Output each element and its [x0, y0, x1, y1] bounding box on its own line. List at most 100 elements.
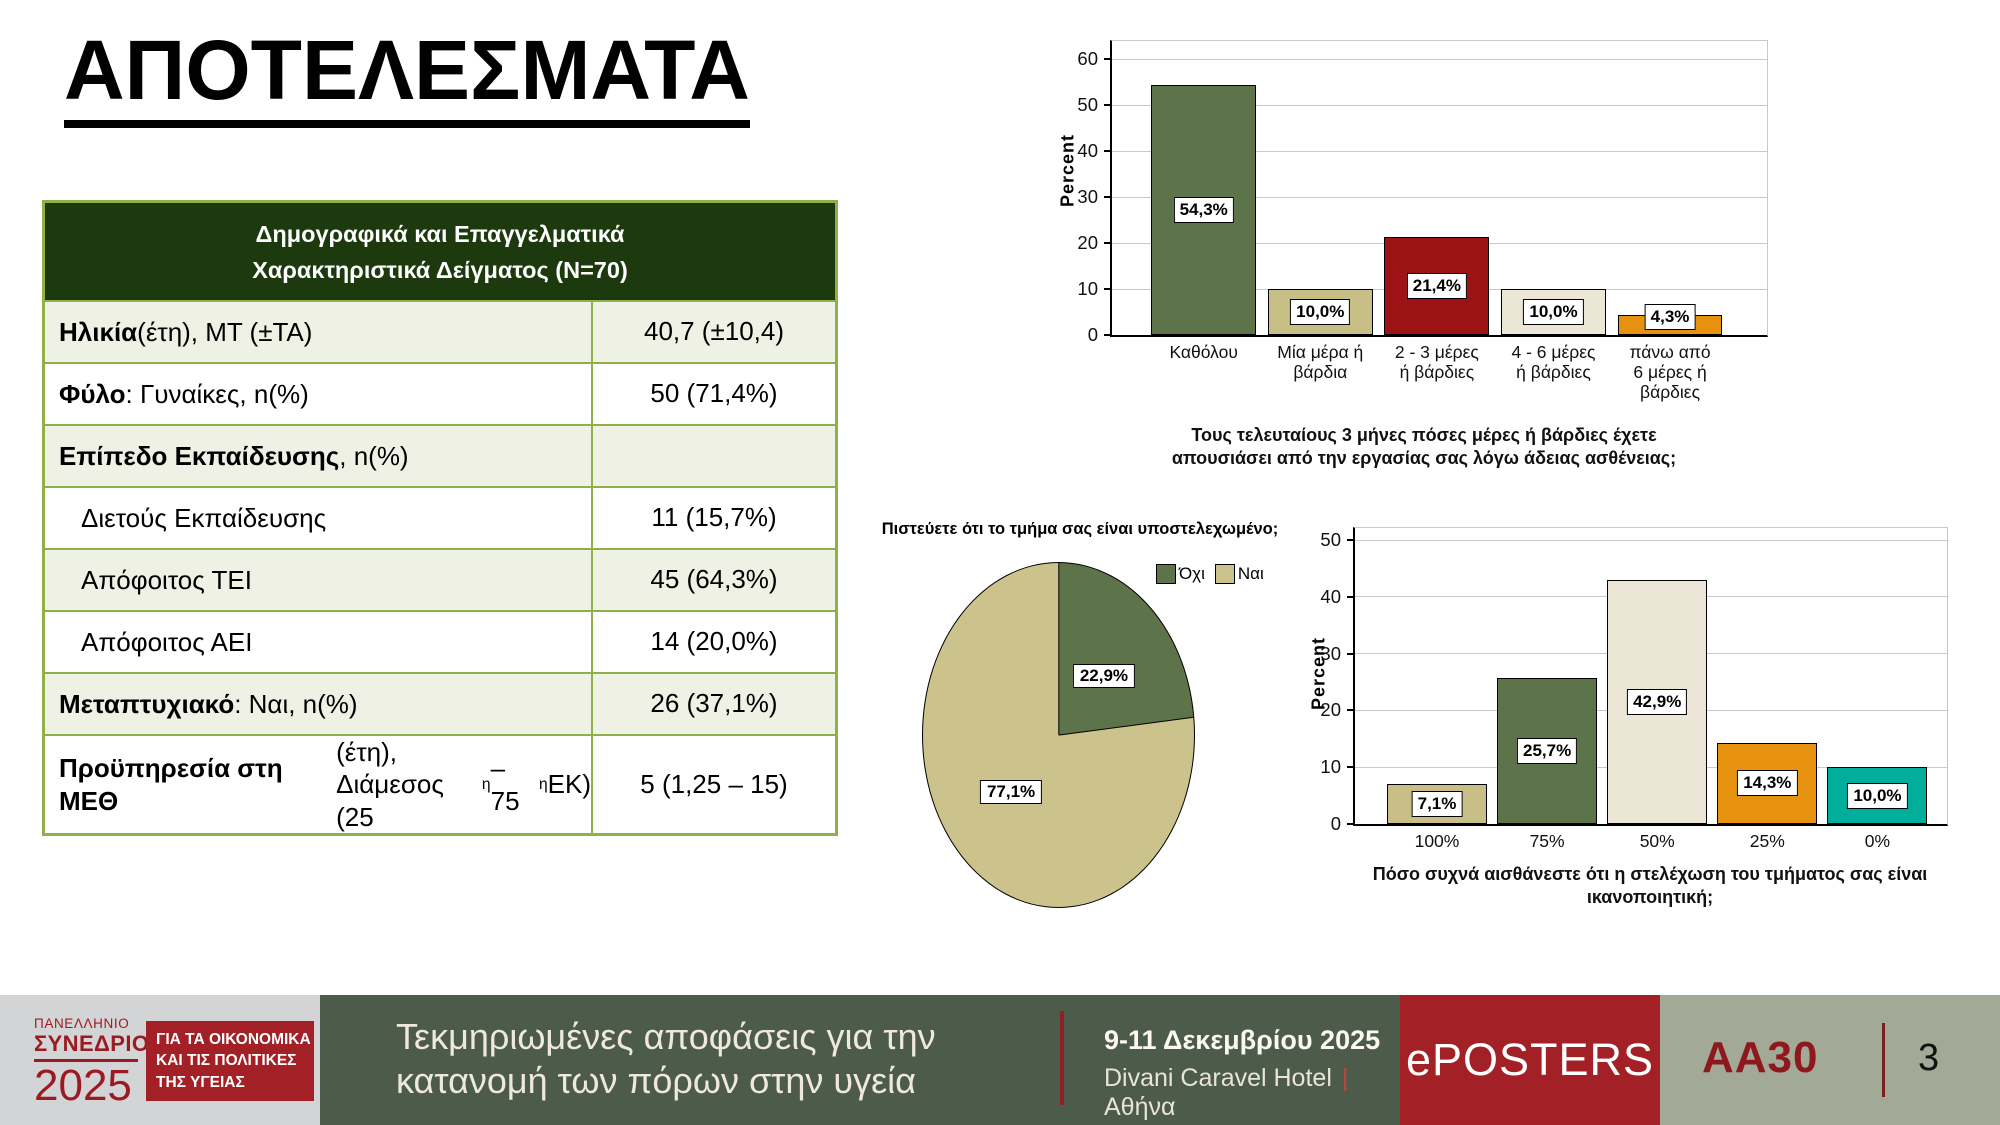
row-label: Επίπεδο Εκπαίδευσης, n(%) [45, 425, 593, 486]
bar-value-label: 10,0% [1847, 782, 1908, 809]
congress-logo-line2: ΣΥΝΕΔΡΙΟ [34, 1030, 150, 1056]
x-category-label: 25% [1749, 831, 1785, 851]
plot-area: 0 10 20 30 40 50 7,1% 100% 25,7% 75% 42,9% 50% 14,3%… [1320, 527, 1948, 851]
table-row: Προϋπηρεσία στη ΜΕΘ (έτη), Διάμεσος (25 η … [45, 735, 835, 834]
y-axis-tick [1347, 766, 1355, 769]
topic-line2: ΚΑΙ ΤΙΣ ΠΟΛΙΤΙΚΕΣ [156, 1052, 297, 1070]
y-tick-label: 10 [1077, 278, 1098, 299]
y-axis-tick [1104, 242, 1112, 244]
congress-venue: Divani Caravel Hotel | Αθήνα [1104, 1064, 1400, 1122]
bar-value-label: 25,7% [1516, 738, 1578, 765]
bar-value-label: 21,4% [1406, 272, 1467, 299]
bar [1497, 678, 1598, 824]
row-value: 45 (64,3%) [650, 564, 778, 595]
pie [922, 562, 1195, 908]
pie-slice-border [1057, 563, 1060, 735]
bar-value-label: 14,3% [1737, 770, 1798, 797]
table-header: Δημογραφικά και Επαγγελματικά Χαρακτηρισ… [45, 203, 835, 302]
page-number: 3 [1918, 1037, 1940, 1079]
x-category-label: Καθόλου [1169, 342, 1238, 362]
row-label: Φύλο: Γυναίκες, n(%) [45, 363, 593, 424]
venue-name: Divani Caravel Hotel [1104, 1064, 1332, 1092]
gridline [1112, 104, 1767, 106]
table-row: Απόφοιτος ΑΕΙ 14 (20,0%) [45, 611, 835, 674]
congress-slogan: Τεκμηριωμένες αποφάσεις για την κατανομή… [396, 1015, 936, 1103]
bar-value-label: 54,3% [1173, 197, 1234, 224]
x-category-label: 2 - 3 μέρες ή βάρδιες [1394, 342, 1479, 382]
poster-code-block: AA30 3 [1660, 995, 2000, 1125]
pie-title: Πιστεύετε ότι το τμήμα σας είναι υποστελ… [881, 520, 1279, 538]
table-row: Ηλικία (έτη), ΜΤ (±ΤΑ) 40,7 (±10,4) [45, 301, 835, 364]
row-label: Μεταπτυχιακό: Ναι, n(%) [45, 673, 593, 734]
congress-topic-box: ΓΙΑ ΤΑ ΟΙΚΟΝΟΜΙΚΑ ΚΑΙ ΤΙΣ ΠΟΛΙΤΙΚΕΣ ΤΗΣ … [146, 1021, 314, 1102]
congress-date: 9-11 Δεκεμβρίου 2025 [1104, 1025, 1381, 1055]
x-category-label: 0% [1864, 831, 1891, 851]
venue-city: Αθήνα [1104, 1093, 1176, 1121]
y-tick-label: 0 [1330, 813, 1341, 834]
y-tick-label: 50 [1320, 529, 1341, 550]
row-label: Προϋπηρεσία στη ΜΕΘ (έτη), Διάμεσος (25 η … [45, 735, 593, 834]
congress-logo-year: 2025 [34, 1060, 132, 1110]
venue-separator: | [1341, 1064, 1349, 1092]
topic-line1: ΓΙΑ ΤΑ ΟΙΚΟΝΟΜΙΚΑ [156, 1031, 311, 1048]
x-category-label: 100% [1414, 831, 1460, 851]
footer-divider [1060, 1011, 1064, 1105]
topic-line3: ΤΗΣ ΥΓΕΙΑΣ [156, 1073, 245, 1091]
y-axis-tick [1104, 288, 1112, 290]
y-tick-label: 20 [1077, 232, 1098, 253]
pie-slice-label: 77,1% [979, 780, 1043, 805]
row-label: Ηλικία (έτη), ΜΤ (±ΤΑ) [45, 301, 593, 362]
y-tick-label: 50 [1077, 94, 1098, 115]
legend-label: Όχι [1179, 564, 1205, 583]
y-tick-label: 10 [1320, 756, 1341, 778]
table-body: Ηλικία (έτη), ΜΤ (±ΤΑ) 40,7 (±10,4) Φύλο: … [45, 301, 835, 834]
y-axis-label: Percent [1057, 133, 1078, 208]
table-row: Επίπεδο Εκπαίδευσης, n(%) [45, 425, 835, 488]
y-axis-tick [1347, 823, 1355, 825]
y-tick-label: 30 [1320, 642, 1341, 664]
bar-value-label: 42,9% [1627, 689, 1688, 716]
y-tick-label: 40 [1077, 140, 1098, 161]
x-category-label: 4 - 6 μέρες ή βάρδιες [1511, 342, 1596, 382]
chart-caption: Τους τελευταίους 3 μήνες πόσες μέρες ή β… [1171, 425, 1677, 468]
gridline [1355, 539, 1947, 541]
bar-value-label: 4,3% [1644, 304, 1696, 330]
sick-leave-chart: Percent 0 10 20 30 40 50 60 54,3% Καθόλου 10,0% Μί… [1058, 20, 1790, 500]
pie-slice-label: 22,9% [1072, 663, 1136, 688]
row-label: Απόφοιτος ΤΕΙ [45, 549, 593, 610]
date-venue-block: 9-11 Δεκεμβρίου 2025 Divani Caravel Hote… [1104, 1025, 1400, 1122]
gridline [1112, 58, 1767, 60]
congress-logo: ΠΑΝΕΛΛΗΝΙΟ ΣΥΝΕΔΡΙΟ 2025 [34, 1016, 150, 1110]
x-category-label: 75% [1529, 831, 1565, 851]
legend-label: Ναι [1237, 564, 1264, 583]
row-value: 40,7 (±10,4) [643, 316, 785, 347]
eposters-badge: ePOSTERS [1400, 995, 1660, 1125]
bar-value-label: 7,1% [1411, 790, 1463, 817]
y-axis-tick [1347, 709, 1355, 712]
row-value [593, 426, 835, 486]
staffing-adequacy-chart: Percent 0 10 20 30 40 50 7,1% 100% 25,7% 75% 42,9%… [1300, 515, 2000, 945]
y-tick-label: 20 [1320, 699, 1341, 721]
row-value: 5 (1,25 – 15) [640, 769, 788, 800]
y-tick-label: 0 [1087, 324, 1098, 345]
row-value: 11 (15,7%) [651, 502, 777, 533]
row-value: 14 (20,0%) [650, 626, 778, 657]
logo-rule [34, 1059, 138, 1062]
footer-slogan-block: Τεκμηριωμένες αποφάσεις για την κατανομή… [320, 995, 1400, 1125]
poster-code: AA30 [1702, 1033, 1819, 1082]
x-category-label: Μία μέρα ή βάρδια [1277, 342, 1364, 382]
pie-slice-border [1058, 716, 1194, 736]
row-label: Απόφοιτος ΑΕΙ [45, 611, 593, 672]
legend-item: Όχι [1156, 564, 1205, 584]
table-row: Φύλο: Γυναίκες, n(%) 50 (71,4%) [45, 363, 835, 426]
congress-logo-line1: ΠΑΝΕΛΛΗΝΙΟ [34, 1016, 130, 1031]
eposters-label: ePOSTERS [1405, 1034, 1655, 1085]
page-title: ΑΠΟΤΕΛΕΣΜΑΤΑ [64, 26, 750, 129]
table-header-line1: Δημογραφικά και Επαγγελματικά [255, 221, 625, 247]
demographics-table: Δημογραφικά και Επαγγελματικά Χαρακτηρισ… [42, 200, 838, 837]
understaffed-pie-chart: Πιστεύετε ότι το τμήμα σας είναι υποστελ… [880, 512, 1280, 942]
y-axis-tick [1104, 58, 1112, 60]
y-axis-tick [1347, 652, 1355, 655]
y-tick-label: 40 [1320, 585, 1341, 607]
footer: ΠΑΝΕΛΛΗΝΙΟ ΣΥΝΕΔΡΙΟ 2025 ΓΙΑ ΤΑ ΟΙΚΟΝΟΜΙ… [0, 995, 2000, 1125]
